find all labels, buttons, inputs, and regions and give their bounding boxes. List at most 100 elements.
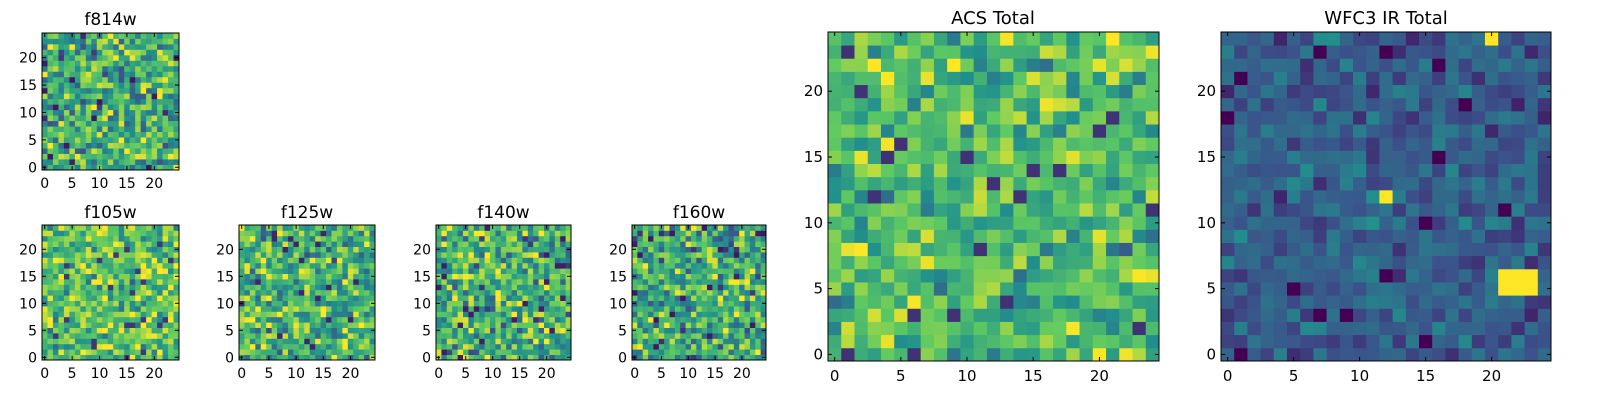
heatmap-cell — [674, 273, 681, 280]
heatmap-cell — [522, 322, 529, 328]
heatmap-cell — [560, 349, 566, 355]
heatmap-cell — [320, 235, 327, 242]
heatmap-cell — [47, 82, 54, 89]
heatmap-cell — [173, 60, 180, 67]
heatmap-cell — [1287, 32, 1301, 46]
heatmap-cell — [168, 262, 174, 269]
heatmap-cell — [1013, 282, 1027, 296]
heatmap-cell — [707, 225, 713, 231]
heatmap-cell — [315, 343, 321, 350]
heatmap-cell — [1287, 124, 1301, 138]
heatmap-cell — [162, 38, 169, 45]
heatmap-cell — [244, 230, 251, 237]
heatmap-cell — [129, 327, 136, 334]
heatmap-cell — [271, 311, 278, 318]
heatmap-cell — [1498, 203, 1512, 217]
heatmap-cell — [506, 300, 512, 307]
heatmap-cell — [1092, 203, 1107, 217]
heatmap-cell — [266, 284, 273, 291]
heatmap-cell — [1145, 32, 1160, 46]
heatmap-cell — [102, 235, 109, 242]
heatmap-cell — [168, 148, 174, 154]
heatmap-cell — [1132, 176, 1147, 191]
heatmap-cell — [239, 235, 245, 242]
heatmap-cell — [140, 235, 147, 242]
heatmap-cell — [1445, 282, 1459, 296]
heatmap-cell — [642, 279, 649, 285]
heatmap-cell — [47, 252, 54, 258]
heatmap-cell — [52, 257, 59, 264]
heatmap-cell — [80, 71, 87, 78]
heatmap-cell — [1145, 58, 1160, 72]
heatmap-cell — [1392, 334, 1407, 349]
heatmap-cell — [162, 153, 169, 160]
heatmap-cell — [436, 257, 442, 264]
heatmap-cell — [1013, 229, 1027, 243]
heatmap-cell — [701, 316, 708, 323]
heatmap-cell — [648, 338, 654, 345]
heatmap-cell — [1247, 255, 1261, 270]
heatmap-cell — [669, 246, 676, 253]
heatmap-cell — [347, 327, 354, 334]
heatmap-cell — [538, 225, 545, 231]
heatmap-cell — [1379, 110, 1393, 125]
heatmap-cell — [533, 273, 539, 280]
heatmap-cell — [828, 163, 842, 178]
heatmap-cell — [733, 333, 740, 339]
heatmap-cell — [828, 150, 842, 164]
heatmap-cell — [880, 84, 895, 99]
heatmap-cell — [533, 252, 539, 258]
heatmap-cell — [717, 225, 724, 231]
heatmap-cell — [717, 284, 724, 291]
heatmap-cell — [260, 349, 267, 355]
heatmap-cell — [648, 306, 654, 312]
heatmap-cell — [309, 295, 316, 301]
heatmap-cell — [664, 257, 670, 264]
heatmap-cell — [565, 316, 572, 323]
heatmap-cell — [1313, 58, 1327, 72]
heatmap-cell — [326, 295, 332, 301]
heatmap-cell — [266, 316, 273, 323]
heatmap-cell — [52, 284, 59, 291]
heatmap-cell — [1221, 45, 1235, 59]
heatmap-cell — [473, 311, 480, 318]
heatmap-cell — [669, 257, 676, 264]
heatmap-cell — [255, 284, 262, 291]
heatmap-cell — [960, 189, 975, 204]
heatmap-cell — [648, 295, 654, 301]
heatmap-cell — [326, 322, 332, 328]
heatmap-cell — [69, 98, 76, 105]
heatmap-cell — [500, 354, 507, 361]
heatmap-cell — [690, 311, 697, 318]
heatmap-cell — [107, 241, 114, 247]
heatmap-cell — [1039, 216, 1054, 230]
heatmap-cell — [260, 246, 267, 253]
heatmap-cell — [701, 273, 708, 280]
heatmap-cell — [446, 262, 453, 269]
heatmap-cell — [118, 225, 125, 231]
heatmap-cell — [140, 54, 147, 61]
heatmap-cell — [653, 306, 660, 312]
heatmap-cell — [933, 71, 948, 86]
heatmap-cell — [85, 54, 92, 61]
heatmap-cell — [364, 349, 370, 355]
heatmap-cell — [162, 159, 169, 165]
heatmap-cell — [358, 268, 365, 274]
heatmap-cell — [828, 295, 842, 309]
heatmap-panel-f814w: f814w 0 5 10 15 20 0 5 10 15 20 — [19, 10, 180, 192]
heatmap-cell — [669, 306, 676, 312]
heatmap-cell — [452, 300, 458, 307]
heatmap-cell — [52, 279, 59, 285]
heatmap-cell — [1013, 163, 1027, 178]
heatmap-cell — [63, 230, 70, 237]
heatmap-cell — [358, 262, 365, 269]
heatmap-cell — [1432, 189, 1446, 204]
heatmap-cell — [315, 262, 321, 269]
heatmap-cell — [1379, 163, 1393, 178]
heatmap-cell — [960, 229, 975, 243]
heatmap-cell — [1353, 97, 1367, 112]
heatmap-cell — [680, 338, 686, 345]
heatmap-cell — [52, 98, 59, 105]
heatmap-cell — [712, 284, 719, 291]
heatmap-cell — [867, 124, 882, 138]
